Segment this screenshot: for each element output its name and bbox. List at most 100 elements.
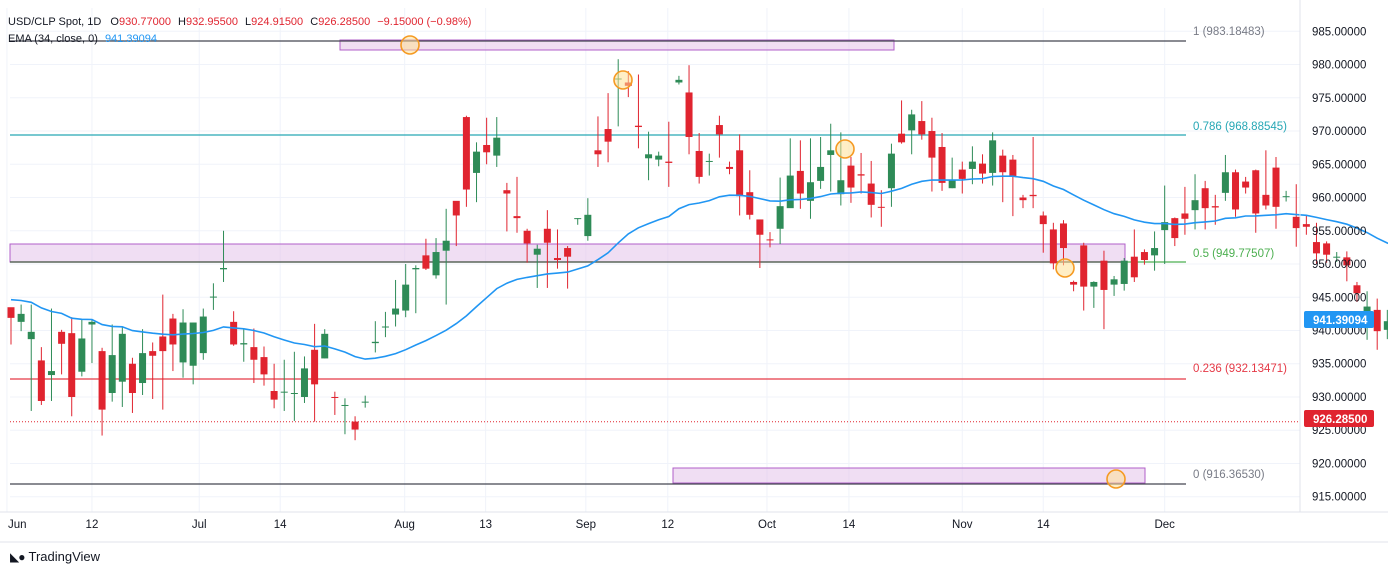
candle-body	[1009, 159, 1017, 177]
candle-body	[989, 140, 997, 173]
symbol-title: USD/CLP Spot, 1D	[8, 16, 102, 28]
candle-body	[1059, 223, 1067, 249]
time-tick-label: Sep	[576, 519, 596, 531]
candle-body	[776, 206, 784, 229]
tradingview-icon: ◣●	[10, 549, 26, 564]
fib-level-label: 0 (916.36530)	[1193, 469, 1265, 481]
candle-body	[1333, 256, 1341, 258]
candle-body	[533, 248, 541, 255]
candle-body	[1100, 260, 1108, 290]
candle-body	[88, 321, 96, 325]
candlestick-series	[7, 59, 1388, 441]
price-tick-label: 925.00000	[1312, 425, 1366, 437]
ema-value: 941.39094	[104, 33, 157, 45]
open-label: O	[110, 16, 119, 28]
pivot-marker	[1106, 469, 1126, 489]
candle-body	[1221, 172, 1229, 193]
fib-level-label: 0.5 (949.77507)	[1193, 248, 1274, 260]
candle-body	[665, 161, 673, 163]
close-label: C	[310, 16, 319, 28]
candle-body	[867, 183, 875, 205]
candle-body	[1161, 222, 1169, 231]
candle-body	[139, 353, 147, 384]
candle-body	[746, 192, 754, 215]
candle-body	[300, 368, 308, 397]
candle-body	[432, 252, 440, 276]
candle-body	[179, 322, 187, 363]
candle-body	[736, 150, 744, 197]
legend-ema: EMA (34, close, 0) 941.39094	[8, 33, 157, 45]
candle-body	[1353, 285, 1361, 294]
candle-body	[1080, 245, 1088, 287]
candle-body	[1151, 248, 1159, 256]
candle-body	[817, 166, 825, 181]
last-price-tag	[1304, 410, 1374, 427]
candle-body	[493, 137, 501, 156]
candle-body	[503, 190, 511, 194]
price-tick-label: 980.00000	[1312, 60, 1366, 72]
pivot-markers	[400, 35, 1126, 489]
time-tick-label: 13	[479, 519, 492, 531]
candle-body	[1049, 229, 1057, 264]
fib-level-label: 0.236 (932.13471)	[1193, 363, 1287, 375]
low-value: 924.91500	[251, 16, 304, 28]
candle-body	[1191, 200, 1199, 211]
candle-body	[98, 351, 106, 410]
pivot-marker	[400, 35, 420, 55]
candle-body	[847, 165, 855, 188]
candle-body	[473, 151, 481, 173]
candle-body	[1181, 213, 1189, 219]
price-tick-label: 950.00000	[1312, 259, 1366, 271]
candle-body	[1070, 281, 1078, 285]
candle-body	[1232, 172, 1240, 210]
candle-body	[392, 308, 400, 315]
change-value: −9.15000 (−0.98%)	[377, 16, 472, 28]
candle-body	[108, 355, 116, 394]
candle-body	[311, 349, 319, 385]
time-tick-label: 12	[86, 519, 99, 531]
candle-body	[27, 331, 35, 340]
candle-body	[948, 179, 956, 189]
candle-body	[705, 160, 713, 162]
candle-body	[1090, 281, 1098, 287]
price-tick-label: 915.00000	[1312, 492, 1366, 504]
time-tick-label: 12	[661, 519, 674, 531]
candle-body	[1211, 206, 1219, 208]
candle-body	[695, 150, 703, 177]
candle-body	[78, 338, 86, 372]
candle-body	[938, 146, 946, 183]
candle-body	[1282, 196, 1290, 198]
candle-body	[452, 200, 460, 216]
candle-body	[796, 170, 804, 194]
pivot-marker	[835, 139, 855, 159]
tradingview-logo[interactable]: ◣● TradingView	[10, 549, 100, 564]
candle-body	[1242, 181, 1250, 188]
price-tick-label: 955.00000	[1312, 226, 1366, 238]
price-tick-label: 940.00000	[1312, 325, 1366, 337]
candle-body	[523, 230, 531, 244]
fib-level-label: 0.786 (968.88545)	[1193, 121, 1287, 133]
candle-body	[918, 121, 926, 135]
candle-body	[968, 161, 976, 169]
price-axis[interactable]: 985.00000 980.00000 975.00000 970.00000 965.…	[1299, 0, 1374, 512]
candle-body	[543, 228, 551, 243]
candle-body	[1363, 306, 1371, 314]
candle-body	[726, 166, 734, 169]
candle-body	[604, 129, 612, 142]
candle-body	[1039, 215, 1047, 225]
candle-body	[827, 150, 835, 155]
time-axis[interactable]: Jun 12 Jul 14 Aug 13 Sep 12 Oct 14 Nov 14 Dec	[0, 511, 1388, 543]
candle-body	[786, 175, 794, 209]
price-tick-label: 930.00000	[1312, 392, 1366, 404]
candle-body	[1262, 194, 1270, 206]
candle-body	[128, 363, 136, 394]
candle-body	[958, 169, 966, 179]
candle-body	[331, 396, 339, 398]
candle-body	[442, 240, 450, 251]
candle-body	[1201, 188, 1209, 209]
fib-level-label: 1 (983.18483)	[1193, 26, 1265, 38]
legend-ohlc: USD/CLP Spot, 1D O930.77000 H932.95500 L…	[8, 16, 471, 28]
ema-price-tag	[1304, 311, 1374, 328]
candle-body	[1292, 216, 1300, 229]
